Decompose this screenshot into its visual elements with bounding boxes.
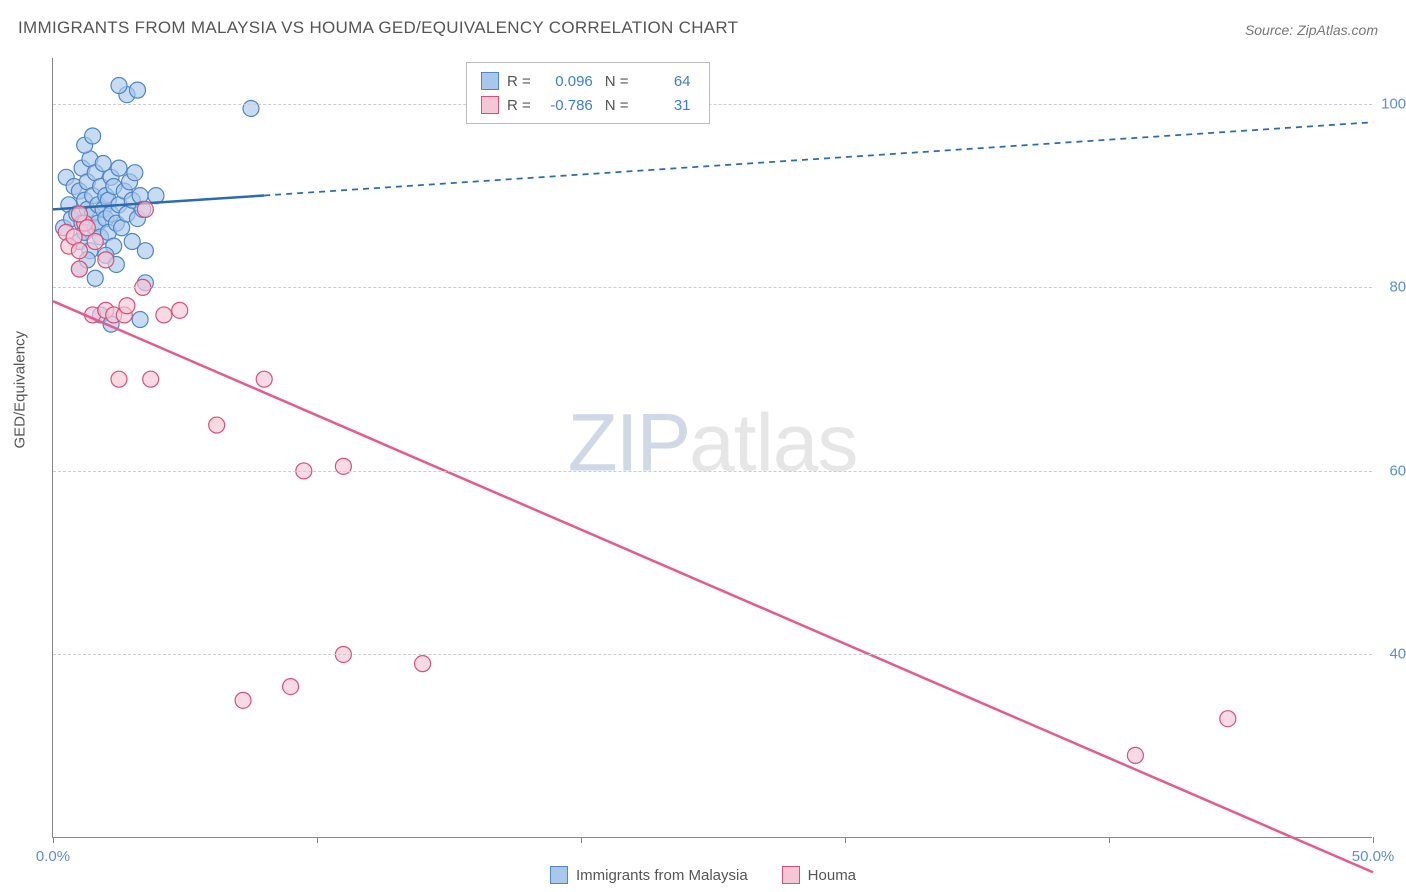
scatter-point-houma [335,458,351,474]
trend-line-dashed-malaysia [264,122,1373,195]
scatter-point-malaysia [127,165,143,181]
chart-title: IMMIGRANTS FROM MALAYSIA VS HOUMA GED/EQ… [18,18,738,38]
series-legend: Immigrants from Malaysia Houma [550,866,856,884]
plot-area: ZIPatlas 40.0%60.0%80.0%100.0%0.0%50.0% [52,58,1372,838]
scatter-point-houma [1127,747,1143,763]
scatter-point-houma [71,261,87,277]
x-tick-label: 0.0% [36,848,70,865]
scatter-point-houma [71,243,87,259]
scatter-point-houma [256,371,272,387]
legend-label: Immigrants from Malaysia [576,867,748,884]
scatter-point-malaysia [243,100,259,116]
legend-swatch [481,72,499,90]
y-tick-label: 100.0% [1381,95,1406,112]
n-value: 64 [637,73,695,90]
gridline-h [53,287,1372,288]
n-label: N = [605,73,629,90]
scatter-point-houma [209,417,225,433]
x-tick [1109,837,1110,843]
scatter-point-houma [235,692,251,708]
gridline-h [53,104,1372,105]
x-tick-label: 50.0% [1352,848,1395,865]
gridline-h [53,471,1372,472]
scatter-point-houma [1220,711,1236,727]
x-tick [317,837,318,843]
scatter-point-houma [172,302,188,318]
scatter-point-malaysia [85,128,101,144]
chart-container: IMMIGRANTS FROM MALAYSIA VS HOUMA GED/EQ… [0,0,1406,892]
scatter-point-houma [143,371,159,387]
legend-item: Houma [782,866,856,884]
n-label: N = [605,97,629,114]
x-tick [53,837,54,843]
scatter-point-malaysia [111,160,127,176]
y-tick-label: 60.0% [1389,462,1406,479]
y-tick-label: 40.0% [1389,646,1406,663]
legend-stat-row-malaysia: R = 0.096 N = 64 [481,69,695,93]
plot-svg [53,58,1372,837]
x-tick [845,837,846,843]
correlation-legend: R = 0.096 N = 64 R = -0.786 N = 31 [466,62,710,124]
legend-stat-row-houma: R = -0.786 N = 31 [481,93,695,117]
legend-item: Immigrants from Malaysia [550,866,748,884]
y-tick-label: 80.0% [1389,279,1406,296]
legend-label: Houma [808,867,856,884]
scatter-point-malaysia [111,78,127,94]
r-value: 0.096 [539,73,597,90]
x-tick [581,837,582,843]
scatter-point-houma [119,298,135,314]
scatter-point-malaysia [87,270,103,286]
y-axis-label: GED/Equivalency [12,331,29,449]
scatter-point-houma [283,679,299,695]
scatter-point-houma [98,252,114,268]
r-label: R = [507,73,531,90]
scatter-point-malaysia [132,312,148,328]
scatter-point-malaysia [129,82,145,98]
scatter-point-houma [415,656,431,672]
scatter-point-houma [137,201,153,217]
n-value: 31 [637,97,695,114]
scatter-point-malaysia [137,243,153,259]
legend-swatch [550,866,568,884]
legend-swatch [481,96,499,114]
legend-swatch [782,866,800,884]
x-tick [1373,837,1374,843]
scatter-point-houma [111,371,127,387]
r-value: -0.786 [539,97,597,114]
scatter-point-houma [156,307,172,323]
trend-line-houma [53,301,1373,872]
r-label: R = [507,97,531,114]
source-citation: Source: ZipAtlas.com [1245,22,1378,38]
scatter-point-houma [87,234,103,250]
gridline-h [53,654,1372,655]
